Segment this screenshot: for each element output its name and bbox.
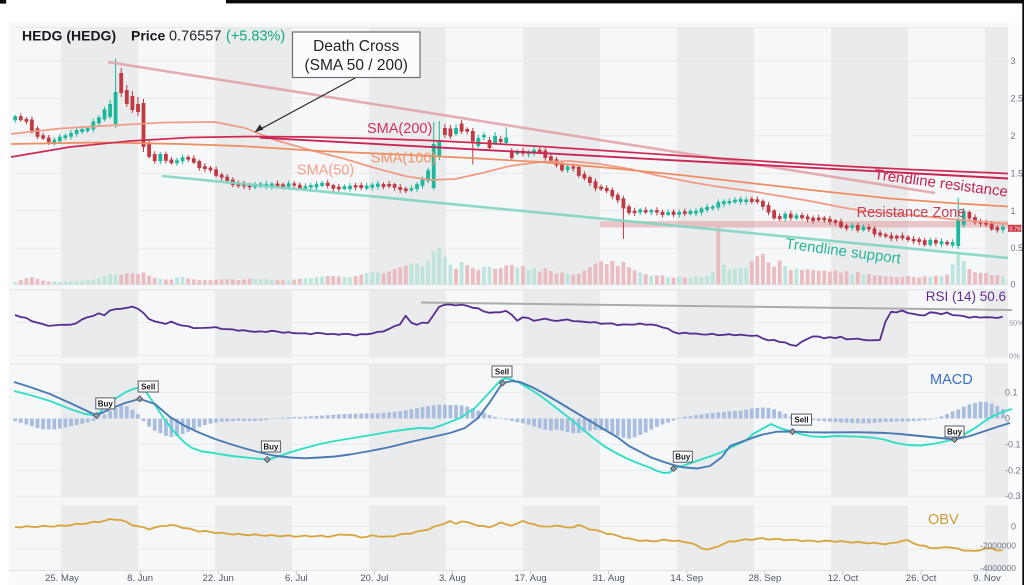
svg-text:Buy: Buy bbox=[263, 443, 279, 452]
svg-text:9. Nov: 9. Nov bbox=[973, 573, 1001, 584]
svg-text:SMA(100): SMA(100) bbox=[371, 151, 436, 167]
svg-text:SMA(50): SMA(50) bbox=[297, 163, 354, 179]
svg-text:-0.3: -0.3 bbox=[1005, 491, 1021, 501]
svg-text:50%: 50% bbox=[1009, 319, 1024, 328]
svg-text:0: 0 bbox=[1005, 414, 1010, 424]
svg-text:0.5: 0.5 bbox=[1011, 243, 1024, 253]
svg-text:-0.2: -0.2 bbox=[1005, 465, 1021, 475]
svg-text:SMA(200): SMA(200) bbox=[367, 121, 432, 137]
svg-text:2.5: 2.5 bbox=[1011, 93, 1024, 103]
svg-text:0%: 0% bbox=[1009, 352, 1020, 361]
svg-text:Resistance Zone: Resistance Zone bbox=[857, 205, 966, 221]
svg-text:6. Jul: 6. Jul bbox=[285, 573, 308, 584]
svg-text:Sell: Sell bbox=[495, 368, 509, 377]
svg-text:31. Aug: 31. Aug bbox=[593, 573, 625, 584]
svg-text:-0.1: -0.1 bbox=[1005, 439, 1021, 449]
svg-text:22. Jun: 22. Jun bbox=[203, 573, 234, 584]
svg-text:12. Oct: 12. Oct bbox=[828, 573, 859, 584]
svg-text:(+5.83%): (+5.83%) bbox=[226, 29, 285, 45]
svg-text:Price: Price bbox=[131, 28, 165, 44]
svg-text:RSI (14) 50.6: RSI (14) 50.6 bbox=[926, 289, 1006, 304]
svg-text:Buy: Buy bbox=[98, 399, 114, 408]
svg-text:-4000000: -4000000 bbox=[980, 563, 1016, 573]
svg-text:MACD: MACD bbox=[930, 372, 973, 388]
svg-text:25. May: 25. May bbox=[45, 573, 79, 584]
svg-text:3: 3 bbox=[1011, 56, 1016, 66]
svg-text:0: 0 bbox=[1011, 280, 1016, 290]
svg-text:Death Cross: Death Cross bbox=[313, 38, 399, 55]
svg-text:Buy: Buy bbox=[947, 428, 963, 437]
svg-text:17. Aug: 17. Aug bbox=[514, 573, 546, 584]
svg-text:(SMA 50 / 200): (SMA 50 / 200) bbox=[305, 57, 408, 74]
svg-text:20. Jul: 20. Jul bbox=[360, 573, 388, 584]
svg-text:3. Aug: 3. Aug bbox=[439, 573, 466, 584]
svg-text:Sell: Sell bbox=[794, 416, 808, 425]
svg-text:HEDG (HEDG): HEDG (HEDG) bbox=[22, 28, 116, 44]
svg-text:Buy: Buy bbox=[675, 453, 691, 462]
svg-text:28. Sep: 28. Sep bbox=[749, 573, 782, 584]
svg-text:-2000000: -2000000 bbox=[980, 541, 1016, 551]
svg-text:26. Oct: 26. Oct bbox=[906, 573, 937, 584]
svg-text:2: 2 bbox=[1011, 131, 1016, 141]
svg-text:14. Sep: 14. Sep bbox=[670, 573, 703, 584]
svg-text:0: 0 bbox=[1011, 522, 1016, 532]
svg-text:0.76557: 0.76557 bbox=[169, 29, 221, 45]
svg-text:1: 1 bbox=[1011, 206, 1016, 216]
svg-text:Sell: Sell bbox=[141, 383, 155, 392]
svg-text:1.5: 1.5 bbox=[1011, 168, 1024, 178]
svg-text:OBV: OBV bbox=[928, 512, 959, 528]
svg-text:8. Jun: 8. Jun bbox=[127, 573, 153, 584]
svg-text:0.7656: 0.7656 bbox=[1009, 226, 1024, 232]
svg-text:0.1: 0.1 bbox=[1005, 388, 1018, 398]
